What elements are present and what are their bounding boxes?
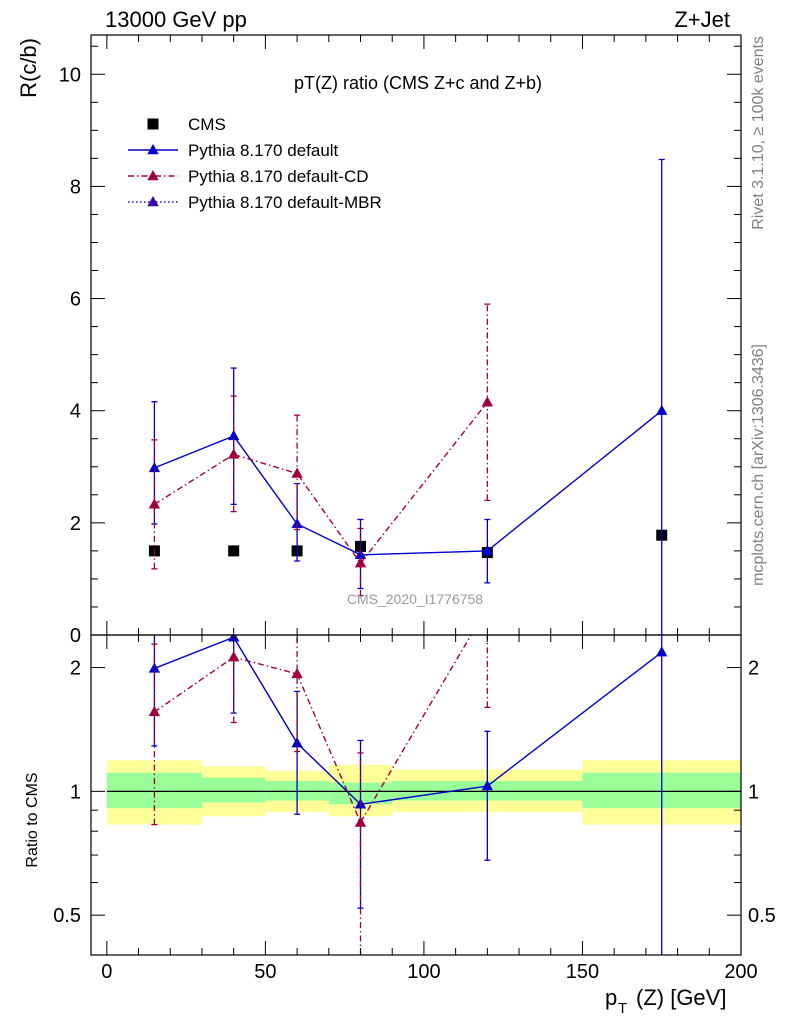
main-errorbar-pythia-8-170-default-cd-3 (357, 527, 364, 597)
ratio-point-pythia-8-170-default-cd-3 (354, 816, 367, 827)
main-point-cms-1 (228, 545, 240, 557)
ratio-point-pythia-8-170-default-cd-2 (291, 667, 303, 679)
process-label: Z+Jet (674, 7, 730, 32)
legend-label-pythia-8-170-default: Pythia 8.170 default (188, 141, 339, 160)
main-series-pythia-8-170-default (148, 158, 668, 635)
ratio-errorbar-pythia-8-170-default-4 (484, 730, 491, 861)
ratio-ytick-label-left-1: 1 (70, 781, 81, 803)
legend-entry-cms: CMS (147, 115, 226, 134)
main-title: pT(Z) ratio (CMS Z+c and Z+b) (294, 73, 542, 93)
ratio-band-inner-1 (201, 777, 266, 803)
main-series-pythia-8-170-default-cd (148, 303, 494, 597)
ratio-y-axis-label: Ratio to CMS (24, 772, 41, 867)
ratio-errorbar-pythia-8-170-default-cd-3 (357, 752, 364, 955)
main-ytick-label-0: 0 (70, 625, 81, 647)
legend-label-pythia-8-170-default-mbr: Pythia 8.170 default-MBR (188, 193, 382, 212)
legend-label-cms: CMS (188, 115, 226, 134)
ratio-ytick-label-right-2: 2 (748, 658, 759, 680)
rivet-version-label: Rivet 3.1.10, ≥ 100k events (750, 36, 767, 230)
main-line-pythia-8-170-default (154, 410, 663, 556)
main-point-pythia-8-170-default-5 (656, 404, 668, 415)
main-point-pythia-8-170-default-cd-2 (291, 467, 303, 478)
ratio-errorbar-pythia-8-170-default-cd-1 (230, 635, 237, 724)
legend-entry-pythia-8-170-default-cd: Pythia 8.170 default-CD (128, 167, 369, 186)
ratio-xtick-label-100: 100 (407, 961, 440, 983)
x-axis-title-rest: (Z) [GeV] (636, 985, 726, 1010)
main-ytick-label-8: 8 (70, 176, 81, 198)
ratio-line-pythia-8-170-default-cd (154, 635, 472, 825)
legend-marker-pythia-8-170-default-cd (147, 170, 159, 181)
main-point-pythia-8-170-default-cd-3 (354, 557, 367, 568)
main-point-pythia-8-170-default-cd-4 (481, 396, 494, 407)
ratio-ytick-label-right-0.5: 0.5 (748, 905, 776, 927)
ratio-errorbar-pythia-8-170-default-1 (230, 635, 237, 714)
main-ytick-label-2: 2 (70, 513, 81, 535)
x-axis-title-p: p (605, 985, 617, 1010)
ratio-errorbar-pythia-8-170-default-cd-0 (151, 643, 158, 826)
main-line-pythia-8-170-default-cd (154, 401, 488, 565)
main-point-pythia-8-170-default-cd-0 (148, 498, 161, 509)
ratio-errorbar-pythia-8-170-default-cd-4 (484, 635, 491, 709)
ratio-line-pythia-8-170-default (154, 636, 663, 806)
ratio-xtick-label-150: 150 (566, 961, 599, 983)
main-point-pythia-8-170-default-cd-1 (227, 448, 240, 459)
main-ytick-label-10: 10 (59, 64, 81, 86)
main-y-axis-label: R(c/b) (16, 38, 41, 98)
x-axis-title: p T (Z) [GeV] (605, 985, 726, 1017)
ratio-point-pythia-8-170-default-cd-1 (227, 651, 240, 662)
watermark: CMS_2020_I1776758 (347, 591, 483, 607)
legend-entry-pythia-8-170-default: Pythia 8.170 default (128, 141, 339, 160)
ratio-series-pythia-8-170-default-cd (148, 601, 493, 955)
legend-label-pythia-8-170-default-cd: Pythia 8.170 default-CD (188, 167, 369, 186)
legend-marker-pythia-8-170-default (147, 144, 159, 155)
mcplots-label: mcplots.cern.ch [arXiv:1306.3436] (750, 344, 767, 586)
ratio-frame (90, 634, 742, 956)
ratio-ytick-label-left-2: 2 (70, 658, 81, 680)
main-point-pythia-8-170-default-2 (291, 517, 303, 529)
x-axis-title-subscript: T (618, 1000, 627, 1017)
main-point-pythia-8-170-default-0 (148, 461, 161, 473)
ratio-errorbar-pythia-8-170-default-2 (294, 690, 301, 815)
ratio-point-pythia-8-170-default-cd-0 (148, 705, 161, 717)
ratio-band-inner-0 (106, 772, 202, 809)
energy-label: 13000 GeV pp (105, 7, 247, 32)
legend-entry-pythia-8-170-default-mbr: Pythia 8.170 default-MBR (128, 193, 382, 212)
main-ytick-label-4: 4 (70, 401, 81, 423)
ratio-panel: 0.5 0.5 1 1 2 2 0 50 100 150 200 Ratio to CMS p T… (24, 601, 776, 1017)
ratio-ytick-label-right-1: 1 (748, 781, 759, 803)
legend: CMS Pythia 8.170 default Pythia 8.170 defa… (128, 115, 382, 212)
main-errorbar-pythia-8-170-default-5 (658, 158, 665, 635)
legend-marker-cms (147, 118, 159, 130)
ratio-errorbar-pythia-8-170-default-cd-2 (294, 635, 301, 753)
ratio-xtick-label-200: 200 (724, 961, 757, 983)
ratio-xtick-label-50: 50 (254, 961, 276, 983)
ratio-point-pythia-8-170-default-5 (656, 646, 668, 657)
ratio-xtick-label-0: 0 (101, 961, 112, 983)
ratio-point-pythia-8-170-default-0 (148, 662, 161, 673)
legend-marker-pythia-8-170-default-mbr (147, 196, 159, 207)
main-ytick-label-6: 6 (70, 289, 81, 311)
ratio-series-pythia-8-170-default (148, 635, 668, 955)
ratio-ytick-label-left-0.5: 0.5 (53, 905, 81, 927)
main-point-pythia-8-170-default-4 (481, 544, 494, 556)
main-panel: 0 2 4 6 8 10 pT(Z) ratio (CMS Z+c and Z+b) R(… (16, 34, 742, 647)
ratio-point-pythia-8-170-default-cd-4 (482, 601, 493, 611)
ratio-point-pythia-8-170-default-4 (481, 780, 494, 791)
